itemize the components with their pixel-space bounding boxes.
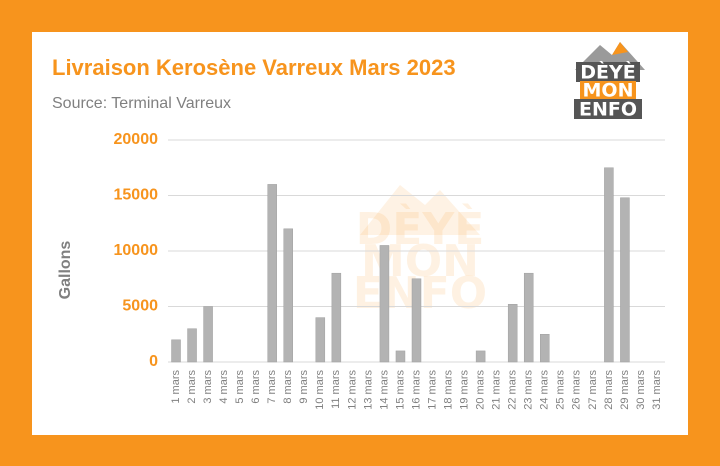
bar <box>315 317 326 363</box>
x-tick-label: 17 mars <box>426 370 438 410</box>
watermark-text: DÈYÈ <box>356 202 485 255</box>
x-tick-label: 4 mars <box>218 370 230 404</box>
x-tick-label: 7 mars <box>266 370 278 404</box>
x-tick-label: 11 mars <box>330 370 342 409</box>
x-tick-label: 15 mars <box>394 370 406 410</box>
x-tick-label: 28 mars <box>603 370 615 410</box>
bar <box>604 167 614 363</box>
x-tick-label: 5 mars <box>234 370 246 404</box>
x-tick-label: 8 mars <box>282 370 294 404</box>
x-tick-label: 1 mars <box>170 370 182 404</box>
y-tick-label: 15000 <box>114 187 159 204</box>
x-tick-label: 30 mars <box>635 370 647 410</box>
x-tick-label: 13 mars <box>362 370 374 410</box>
x-tick-label: 26 mars <box>571 370 583 410</box>
y-tick-label: 0 <box>149 353 158 370</box>
x-tick-label: 27 mars <box>587 370 599 410</box>
x-tick-label: 31 mars <box>651 370 663 410</box>
bar <box>187 328 197 363</box>
x-tick-label: 3 mars <box>202 370 214 404</box>
bar <box>395 350 406 363</box>
bar <box>540 334 550 363</box>
bar <box>267 184 277 363</box>
bar <box>283 228 293 363</box>
bar <box>203 306 213 363</box>
logo: DÈYÈ MON ENFO <box>574 42 645 121</box>
x-tick-label: 2 mars <box>186 370 198 404</box>
logo-text: ENFO <box>579 99 637 121</box>
chart-subtitle: Source: Terminal Varreux <box>52 95 231 112</box>
x-tick-label: 19 mars <box>459 370 471 410</box>
bar <box>475 350 486 363</box>
x-tick-label: 20 mars <box>475 370 487 410</box>
x-tick-label: 16 mars <box>410 370 422 410</box>
y-tick-label: 10000 <box>114 242 159 259</box>
x-tick-label: 23 mars <box>523 370 535 410</box>
logo-text: MON <box>583 80 634 102</box>
x-tick-label: 22 mars <box>507 370 519 410</box>
x-tick-label: 14 mars <box>378 370 390 410</box>
x-tick-label: 18 mars <box>442 370 454 410</box>
x-tick-label: 10 mars <box>314 370 326 410</box>
x-tick-label: 25 mars <box>555 370 567 410</box>
x-tick-label: 6 mars <box>250 370 262 404</box>
bar <box>379 245 390 363</box>
bar <box>507 304 518 363</box>
bar <box>523 272 534 363</box>
y-tick-label: 20000 <box>114 131 159 148</box>
y-tick-label: 5000 <box>122 298 158 315</box>
x-tick-label: 24 mars <box>539 370 551 410</box>
x-tick-label: 29 mars <box>619 370 631 410</box>
y-axis-label: Gallons <box>57 241 74 300</box>
x-tick-label: 9 mars <box>298 370 310 404</box>
bar <box>331 272 342 363</box>
x-tick-label: 12 mars <box>346 370 358 410</box>
chart-title: Livraison Kerosène Varreux Mars 2023 <box>52 55 456 80</box>
x-tick-label: 21 mars <box>491 370 503 410</box>
bar <box>171 339 181 363</box>
bar <box>411 278 422 363</box>
bar <box>620 197 630 363</box>
logo-text: DÈYÈ <box>580 61 636 84</box>
